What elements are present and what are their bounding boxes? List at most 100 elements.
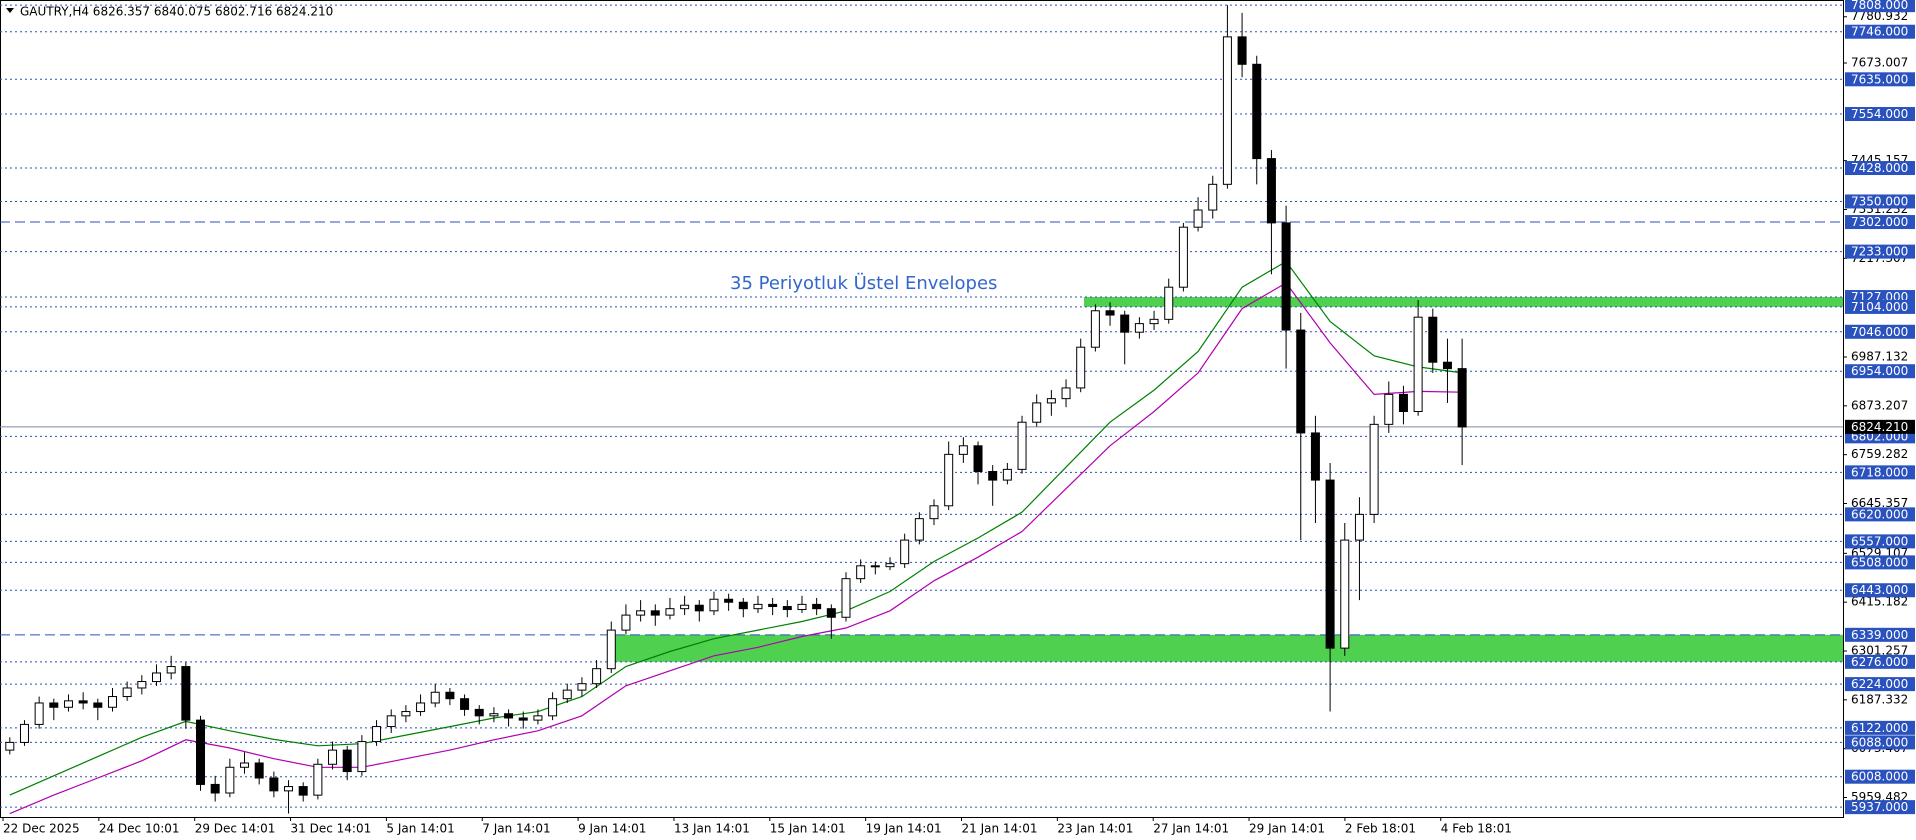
level-label: 7302.000 <box>1851 215 1908 229</box>
level-label-box <box>1845 0 1915 13</box>
candle-body <box>1281 222 1291 331</box>
candle-body <box>1090 310 1100 348</box>
candle-body <box>1369 423 1379 515</box>
candle-body <box>137 681 147 689</box>
x-tick-label: 24 Dec 10:01 <box>99 822 180 836</box>
candle-body <box>386 715 396 728</box>
candle-body <box>1442 361 1452 370</box>
candle-body <box>445 691 455 700</box>
current-price-label: 6824.210 <box>1851 420 1908 434</box>
candle-body <box>885 563 895 568</box>
candle-body <box>474 708 484 717</box>
y-tick-label: 6987.132 <box>1851 350 1908 364</box>
candle-body <box>181 666 191 721</box>
candle-body <box>680 604 690 610</box>
y-tick-label: 6301.257 <box>1851 644 1908 658</box>
envelope-line <box>9 260 1463 796</box>
candle-body <box>1032 402 1042 423</box>
candle-body <box>5 741 15 751</box>
candle-body <box>738 601 748 610</box>
candle-body <box>1252 63 1262 160</box>
candle-body <box>797 603 807 611</box>
level-label: 7046.000 <box>1851 325 1908 339</box>
candle-body <box>548 698 558 717</box>
x-tick-label: 2 Feb 18:01 <box>1345 822 1416 836</box>
candle-body <box>240 762 250 768</box>
candle-body <box>1046 398 1056 404</box>
annotation: 35 Periyotluk Üstel Envelopes <box>730 272 997 294</box>
level-label-box <box>1845 583 1915 598</box>
candle-body <box>269 777 279 792</box>
candle-body <box>709 598 719 612</box>
x-tick-label: 22 Dec 2025 <box>3 822 80 836</box>
current-price-box <box>1845 419 1915 434</box>
candle-body <box>1105 310 1115 316</box>
candle-body <box>636 610 646 616</box>
candle-body <box>1384 393 1394 425</box>
candle-body <box>328 749 338 765</box>
x-tick-label: 29 Dec 14:01 <box>195 822 276 836</box>
candle-body <box>1061 387 1071 400</box>
x-tick-label: 23 Jan 14:01 <box>1057 822 1133 836</box>
candle-body <box>900 539 910 565</box>
level-label: 5937.000 <box>1851 800 1908 814</box>
candle-body <box>1017 421 1027 470</box>
level-label: 6508.000 <box>1851 555 1908 569</box>
candle-body <box>504 713 514 719</box>
zone <box>607 634 1843 662</box>
level-label-box <box>1845 507 1915 522</box>
candle-body <box>1266 158 1276 224</box>
candle-body <box>592 668 602 685</box>
candle-body <box>107 696 117 708</box>
candle-body <box>430 691 440 704</box>
level-label-box <box>1845 720 1915 735</box>
candle-body <box>63 700 73 708</box>
candle-body <box>460 698 470 710</box>
level-label: 7233.000 <box>1851 245 1908 259</box>
level-label-box <box>1845 215 1915 230</box>
level-label-box <box>1845 465 1915 480</box>
candle-body <box>1193 209 1203 228</box>
candle-body <box>78 700 88 704</box>
candle-body <box>1178 226 1188 288</box>
candle-body <box>210 783 220 794</box>
level-label: 6443.000 <box>1851 583 1908 597</box>
candle-body <box>166 666 176 674</box>
candle-body <box>768 603 778 608</box>
level-label-box <box>1845 107 1915 122</box>
candle-body <box>1340 539 1350 649</box>
x-tick-label: 13 Jan 14:01 <box>674 822 750 836</box>
candle-body <box>342 749 352 773</box>
y-tick-label: 6187.332 <box>1851 692 1908 706</box>
x-tick-label: 5 Jan 14:01 <box>386 822 454 836</box>
plot-frame <box>0 0 1844 818</box>
candle-body <box>34 702 44 725</box>
y-tick-label: 6415.182 <box>1851 595 1908 609</box>
level-label: 6954.000 <box>1851 364 1908 378</box>
candle-body <box>812 603 822 610</box>
candle-body <box>1164 286 1174 320</box>
level-label-box <box>1845 627 1915 642</box>
x-tick-label: 4 Feb 18:01 <box>1441 822 1512 836</box>
candle-body <box>93 702 103 708</box>
level-label: 7635.000 <box>1851 72 1908 86</box>
candle-body <box>254 762 264 779</box>
candle-body <box>1413 316 1423 413</box>
candle-body <box>401 711 411 717</box>
level-label: 7104.000 <box>1851 300 1908 314</box>
candle-body <box>298 786 308 796</box>
level-label: 6276.000 <box>1851 655 1908 669</box>
zone <box>1084 297 1843 307</box>
candle-body <box>1134 323 1144 333</box>
candle-body <box>196 719 206 785</box>
level-label: 7808.000 <box>1851 0 1908 12</box>
candle-body <box>152 672 161 683</box>
level-label-box <box>1845 364 1915 379</box>
level-label: 7746.000 <box>1851 25 1908 39</box>
level-label-box <box>1845 769 1915 784</box>
candle-body <box>606 629 616 670</box>
candle-body <box>489 713 499 717</box>
y-tick-label: 7780.932 <box>1851 9 1908 23</box>
candle-body <box>1002 468 1012 481</box>
